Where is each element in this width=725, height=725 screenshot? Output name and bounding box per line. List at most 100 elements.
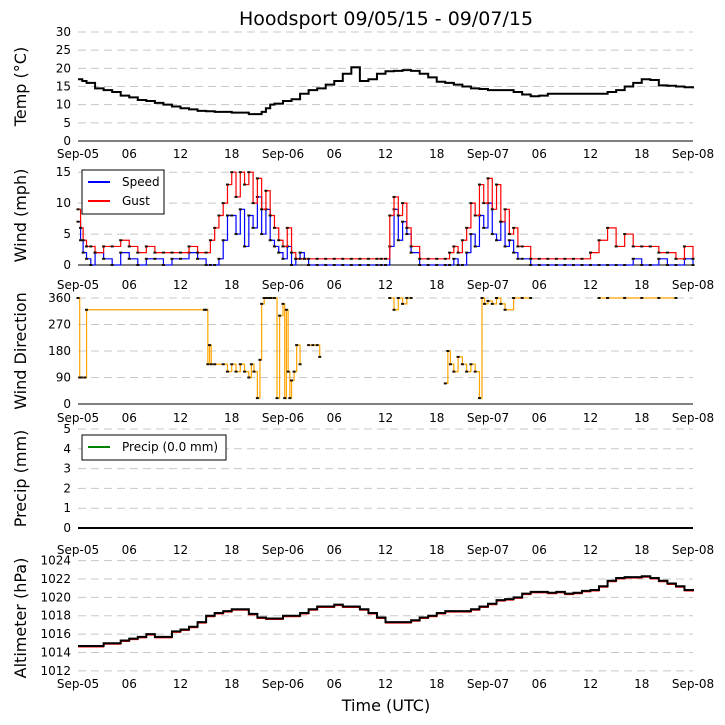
data-point [102,245,106,248]
data-point [76,208,80,211]
data-point [341,257,345,260]
data-point [589,251,592,254]
data-point [640,245,644,248]
x-tick-label: 12 [583,411,598,425]
data-point [341,264,345,266]
data-point [221,363,225,366]
data-point [213,226,217,229]
data-point [503,308,507,311]
data-point [208,344,212,347]
y-tick-label: 360 [48,291,71,305]
data-point [225,214,229,217]
x-tick-label: Sep-08 [672,411,714,425]
legend-box [81,169,165,215]
x-tick-label: 06 [122,543,137,557]
data-point [388,214,392,217]
data-point [682,245,686,248]
data-point [275,397,279,400]
data-point [153,257,157,260]
x-tick-label: Sep-05 [57,543,99,557]
y-tick-label: 270 [48,318,71,332]
data-point [469,363,473,366]
data-point [512,297,516,299]
data-point [401,202,405,205]
data-point [563,257,567,260]
data-point [648,245,652,248]
data-point [366,264,370,266]
data-point [469,202,473,205]
data-point [486,299,490,302]
x-tick-label: 12 [378,411,393,425]
x-tick-label: Sep-06 [262,278,304,292]
data-point [161,264,165,266]
data-point [79,376,83,379]
x-tick-label: 12 [173,147,188,161]
data-point [516,245,520,248]
x-tick-label: 18 [634,278,649,292]
data-point [187,245,191,248]
y-tick-label: 0 [63,258,71,272]
data-point [136,264,140,266]
data-point [396,239,400,242]
y-tick-label: 0 [63,134,71,148]
data-point [379,257,383,260]
data-point [448,251,452,254]
y-tick-label: 30 [56,25,71,39]
data-point [580,264,584,266]
data-point [456,355,460,358]
data-point [202,308,206,311]
data-point [537,257,541,260]
data-point [277,251,281,254]
data-point [691,257,695,260]
data-point [495,239,499,242]
x-tick-label: Sep-08 [672,147,714,161]
x-tick-label: 12 [378,543,393,557]
data-point [665,264,669,266]
data-point [379,264,383,266]
data-point [499,302,503,305]
data-point [136,251,140,254]
data-point [409,251,413,254]
legend-label: Gust [122,194,150,208]
data-point [315,257,319,260]
x-tick-label: 12 [583,278,598,292]
data-point [640,264,644,266]
x-tick-label: 18 [634,543,649,557]
data-point [268,214,272,217]
data-point [580,257,584,260]
data-point [324,264,328,266]
data-point [213,264,217,266]
data-point [495,183,499,186]
x-tick-label: 18 [429,543,444,557]
data-point [486,177,490,180]
x-tick-label: 06 [122,677,137,691]
data-point [144,245,148,248]
data-point [196,251,200,254]
data-point [456,264,460,266]
data-point [243,183,247,186]
data-point [483,302,487,305]
data-point [119,239,123,242]
data-point [503,245,507,248]
data-point [674,257,678,260]
data-point [170,251,174,254]
x-tick-label: 18 [429,677,444,691]
y-tick-label: 15 [56,80,71,94]
data-point [110,264,114,266]
data-point [529,297,533,299]
data-point [469,233,473,236]
data-point [409,245,413,248]
data-point [79,239,83,242]
data-point [161,251,165,254]
data-point [247,171,251,174]
data-point [546,257,550,260]
y-axis-label: Altimeter (hPa) [11,558,30,679]
y-tick-label: 0 [63,521,71,535]
x-tick-label: 18 [224,147,239,161]
x-tick-label: 18 [224,278,239,292]
data-point [392,308,396,311]
data-point [79,226,83,229]
x-tick-label: 12 [583,147,598,161]
